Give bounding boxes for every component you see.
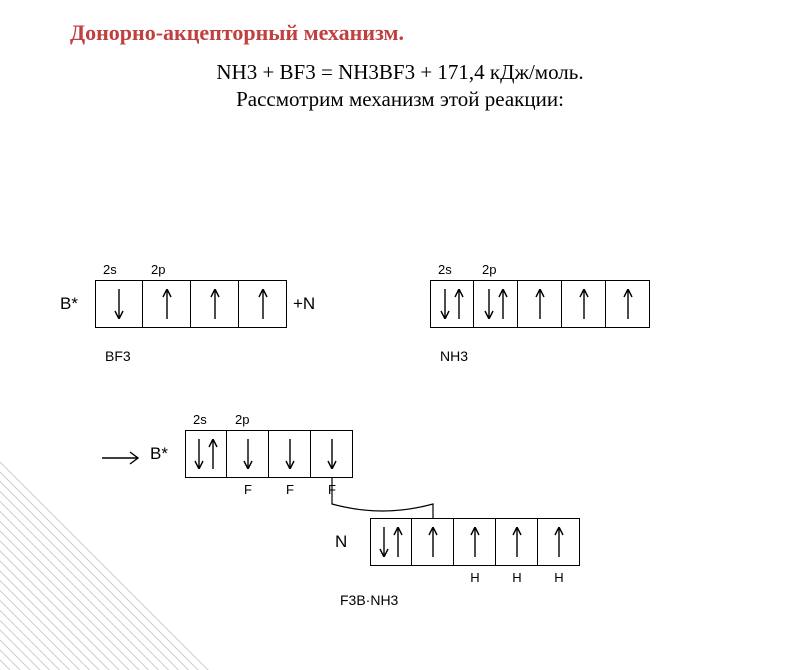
orbital-label-2s: 2s xyxy=(103,262,117,277)
orbital-cell xyxy=(538,518,580,566)
orbital-cell xyxy=(454,518,496,566)
atom-label: N xyxy=(335,532,347,552)
orbital-label-2p: 2p xyxy=(482,262,496,277)
electron-arrow-up xyxy=(392,527,404,557)
orbital-cell xyxy=(239,280,287,328)
electron-arrow-up xyxy=(497,289,509,319)
slide-title: Донорно-акцепторный механизм. xyxy=(70,20,800,46)
molecule-label: NH3 xyxy=(440,348,468,364)
atom-label: B* xyxy=(150,444,168,464)
electron-arrow-up xyxy=(469,527,481,557)
molecule-label: F3B·NH3 xyxy=(340,592,398,608)
orbital-cell xyxy=(311,430,353,478)
electron-arrow-up xyxy=(207,439,219,469)
orbital-row xyxy=(185,430,353,478)
bond-label: F xyxy=(269,482,311,497)
orbital-cell xyxy=(518,280,562,328)
atom-label-right: +N xyxy=(293,294,315,314)
orbital-label-2s: 2s xyxy=(438,262,452,277)
electron-arrow-down xyxy=(193,439,205,469)
bond-label: H xyxy=(496,570,538,585)
reaction-arrow-icon xyxy=(100,450,144,471)
electron-arrow-up xyxy=(553,527,565,557)
orbital-link-line xyxy=(312,474,453,527)
electron-arrow-up xyxy=(578,289,590,319)
electron-arrow-up xyxy=(209,289,221,319)
orbital-group-bf3: 2s2pB*+NBF3 xyxy=(95,280,287,328)
orbital-cell xyxy=(227,430,269,478)
electron-arrow-up xyxy=(427,527,439,557)
electron-arrow-down xyxy=(242,439,254,469)
electron-arrow-down xyxy=(439,289,451,319)
molecule-label: BF3 xyxy=(105,348,131,364)
orbital-diagram-area: 2s2pB*+NBF32s2pNH32s2pB*FFFNHHHF3B·NH3 xyxy=(0,120,800,540)
bond-label: H xyxy=(538,570,580,585)
electron-arrow-up xyxy=(622,289,634,319)
orbital-cell xyxy=(496,518,538,566)
electron-arrow-up xyxy=(257,289,269,319)
orbital-label-2s: 2s xyxy=(193,412,207,427)
orbital-cell xyxy=(430,280,474,328)
electron-arrow-down xyxy=(483,289,495,319)
bond-label: H xyxy=(454,570,496,585)
electron-arrow-up xyxy=(453,289,465,319)
orbital-cell xyxy=(474,280,518,328)
bond-label: F xyxy=(227,482,269,497)
electron-arrow-up xyxy=(511,527,523,557)
orbital-row xyxy=(430,280,650,328)
electron-arrow-up xyxy=(534,289,546,319)
electron-arrow-up xyxy=(161,289,173,319)
electron-arrow-down xyxy=(113,289,125,319)
orbital-cell xyxy=(95,280,143,328)
orbital-cell xyxy=(562,280,606,328)
orbital-cell xyxy=(185,430,227,478)
orbital-cell xyxy=(143,280,191,328)
orbital-cell xyxy=(606,280,650,328)
orbital-group-nh3: 2s2pNH3 xyxy=(430,280,650,328)
subtitle: Рассмотрим механизм этой реакции: xyxy=(0,87,800,112)
electron-arrow-down xyxy=(284,439,296,469)
orbital-label-2p: 2p xyxy=(235,412,249,427)
electron-arrow-down xyxy=(378,527,390,557)
orbital-cell xyxy=(191,280,239,328)
atom-label: B* xyxy=(60,294,78,314)
electron-arrow-down xyxy=(326,439,338,469)
reaction-equation: NH3 + BF3 = NH3BF3 + 171,4 кДж/моль. xyxy=(0,60,800,85)
orbital-cell xyxy=(269,430,311,478)
orbital-row xyxy=(95,280,287,328)
orbital-label-2p: 2p xyxy=(151,262,165,277)
orbital-group-prod_b: 2s2pB*FFF xyxy=(185,430,353,478)
